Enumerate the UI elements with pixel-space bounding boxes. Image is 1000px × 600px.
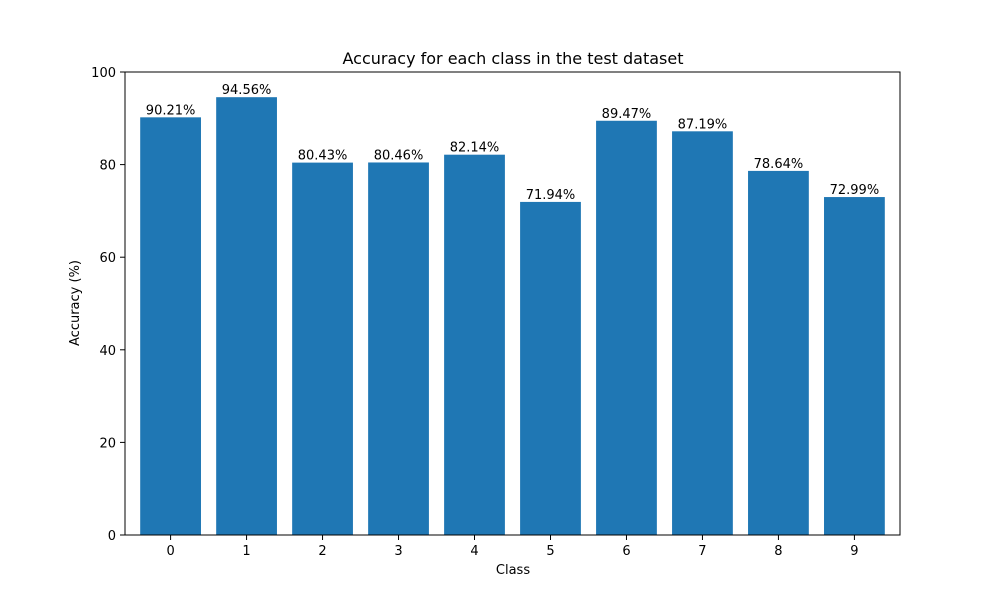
bar-class-6 (596, 120, 657, 535)
x-tick-label: 6 (622, 544, 630, 559)
x-tick-label: 1 (242, 544, 250, 559)
bar-class-2 (292, 162, 353, 535)
bar-class-1 (216, 97, 277, 536)
data-label-class-9: 72.99% (830, 183, 880, 198)
x-tick-label: 4 (470, 544, 478, 559)
data-label-class-4: 82.14% (450, 141, 500, 156)
data-label-class-0: 90.21% (146, 103, 196, 118)
chart-title: Accuracy for each class in the test data… (342, 49, 683, 68)
plot-frame (124, 71, 901, 536)
y-tick-label: 80 (99, 159, 116, 174)
x-axis: 0 1 2 3 4 5 6 7 8 9 (166, 535, 859, 559)
bar-class-8 (748, 170, 809, 536)
bar-class-4 (444, 154, 505, 535)
data-label-class-8: 78.64% (754, 157, 804, 172)
x-tick-label: 8 (774, 544, 782, 559)
bars-group (140, 97, 885, 536)
y-tick-label: 20 (99, 436, 116, 451)
data-label-class-7: 87.19% (678, 117, 728, 132)
bar-class-3 (368, 162, 429, 535)
y-axis: 0 20 40 60 80 100 (91, 66, 125, 544)
x-axis-label: Class (496, 563, 530, 578)
x-tick-label: 0 (166, 544, 174, 559)
x-tick-label: 7 (698, 544, 706, 559)
x-tick-label: 3 (394, 544, 402, 559)
data-labels-group: 90.21% 94.56% 80.43% 80.46% 82.14% 71.94% 89.4… (146, 83, 879, 203)
bar-class-9 (824, 197, 885, 535)
data-label-class-5: 71.94% (526, 188, 576, 203)
data-label-class-3: 80.46% (374, 148, 424, 163)
x-tick-label: 2 (318, 544, 326, 559)
y-tick-label: 100 (91, 66, 116, 81)
y-tick-label: 60 (99, 251, 116, 266)
x-tick-label: 9 (850, 544, 858, 559)
y-axis-label: Accuracy (%) (68, 260, 83, 346)
data-label-class-2: 80.43% (298, 149, 348, 164)
y-tick-label: 40 (99, 344, 116, 359)
data-label-class-1: 94.56% (222, 83, 272, 98)
x-tick-label: 5 (546, 544, 554, 559)
bar-class-5 (520, 201, 581, 536)
data-label-class-6: 89.47% (602, 107, 652, 122)
y-tick-label: 0 (108, 529, 116, 544)
bar-class-7 (672, 131, 733, 535)
bar-class-0 (140, 117, 201, 535)
